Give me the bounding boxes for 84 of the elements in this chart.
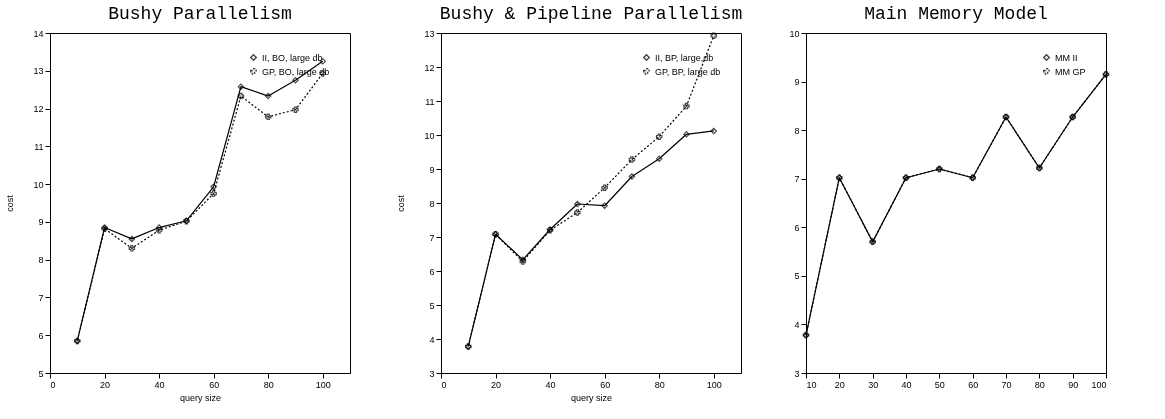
x-tick-label: 20 xyxy=(834,379,845,390)
point xyxy=(628,156,636,163)
point xyxy=(601,184,608,191)
point xyxy=(264,92,272,100)
chart-title: Main Memory Model xyxy=(864,4,1048,24)
legend-label: II, BO, large db xyxy=(262,52,323,63)
point xyxy=(710,127,717,135)
y-tick-label: 4 xyxy=(429,334,435,345)
x-axis-title: query size xyxy=(179,392,222,403)
legend-label: II, BP, large,db xyxy=(655,52,714,63)
x-tick-label: 40 xyxy=(901,379,912,390)
chart-title: Bushy & Pipeline Parallelism xyxy=(439,4,743,24)
point xyxy=(628,173,636,180)
x-axis-title: query size xyxy=(570,392,613,403)
y-tick-label: 11 xyxy=(425,96,435,107)
point xyxy=(210,183,217,190)
point xyxy=(237,92,245,100)
y-tick-label: 4 xyxy=(794,319,800,330)
y-tick-label: 6 xyxy=(794,222,800,233)
y-tick-label: 12 xyxy=(424,62,435,73)
point xyxy=(655,155,663,163)
y-tick-label: 5 xyxy=(429,300,435,311)
point xyxy=(655,133,663,140)
x-tick-label: 60 xyxy=(968,379,979,390)
y-tick-label: 7 xyxy=(38,292,44,303)
point xyxy=(292,106,299,113)
point xyxy=(292,76,299,84)
y-tick-label: 8 xyxy=(794,125,800,136)
y-tick-label: 13 xyxy=(424,28,435,39)
x-tick-label: 60 xyxy=(600,379,611,390)
point xyxy=(264,113,272,121)
y-axis-title: cost xyxy=(396,194,407,212)
y-tick-label: 9 xyxy=(429,164,435,175)
point xyxy=(128,235,136,243)
point xyxy=(710,32,717,39)
x-tick-label: 40 xyxy=(545,379,556,390)
y-tick-label: 10 xyxy=(424,130,435,141)
x-tick-label: 10 xyxy=(806,379,817,390)
y-tick-label: 10 xyxy=(789,28,800,39)
x-tick-label: 40 xyxy=(154,379,165,390)
y-tick-label: 12 xyxy=(33,104,44,115)
x-tick-label: 100 xyxy=(1091,379,1107,390)
y-tick-label: 14 xyxy=(33,28,44,39)
x-tick-label: 100 xyxy=(706,379,722,390)
legend-label: GP, BP, large db xyxy=(655,66,721,77)
x-tick-label: 70 xyxy=(1001,379,1012,390)
x-tick-label: 0 xyxy=(441,379,447,390)
point xyxy=(210,190,217,197)
y-tick-label: 3 xyxy=(429,368,435,379)
y-tick-label: 5 xyxy=(794,271,800,282)
x-tick-label: 80 xyxy=(263,379,274,390)
chart-title: Bushy Parallelism xyxy=(108,4,292,24)
y-tick-label: 9 xyxy=(794,77,800,88)
legend-label: MM GP xyxy=(1055,66,1086,77)
point xyxy=(683,131,690,138)
legend-label: MM II xyxy=(1055,52,1078,63)
point xyxy=(128,245,136,252)
x-tick-label: 20 xyxy=(100,379,111,390)
y-tick-label: 9 xyxy=(38,217,44,228)
x-tick-label: 0 xyxy=(50,379,56,390)
y-tick-label: 8 xyxy=(429,198,435,209)
y-tick-label: 8 xyxy=(38,255,44,266)
y-tick-label: 11 xyxy=(34,141,44,152)
y-tick-label: 7 xyxy=(429,232,435,243)
y-tick-label: 3 xyxy=(794,368,800,379)
point xyxy=(683,102,690,110)
x-tick-label: 60 xyxy=(209,379,220,390)
y-tick-label: 7 xyxy=(794,174,800,185)
y-tick-label: 6 xyxy=(38,330,44,341)
x-tick-label: 100 xyxy=(315,379,331,390)
x-tick-label: 80 xyxy=(654,379,665,390)
x-tick-label: 20 xyxy=(491,379,502,390)
x-tick-label: 80 xyxy=(1034,379,1045,390)
point xyxy=(237,83,245,90)
y-tick-label: 5 xyxy=(38,368,44,379)
y-axis-title: cost xyxy=(5,194,16,212)
y-tick-label: 13 xyxy=(33,66,44,77)
y-tick-label: 10 xyxy=(33,179,44,190)
x-tick-label: 30 xyxy=(868,379,879,390)
x-tick-label: 90 xyxy=(1068,379,1079,390)
point xyxy=(574,209,581,216)
x-tick-label: 50 xyxy=(934,379,945,390)
y-tick-label: 6 xyxy=(429,266,435,277)
point xyxy=(601,202,608,209)
